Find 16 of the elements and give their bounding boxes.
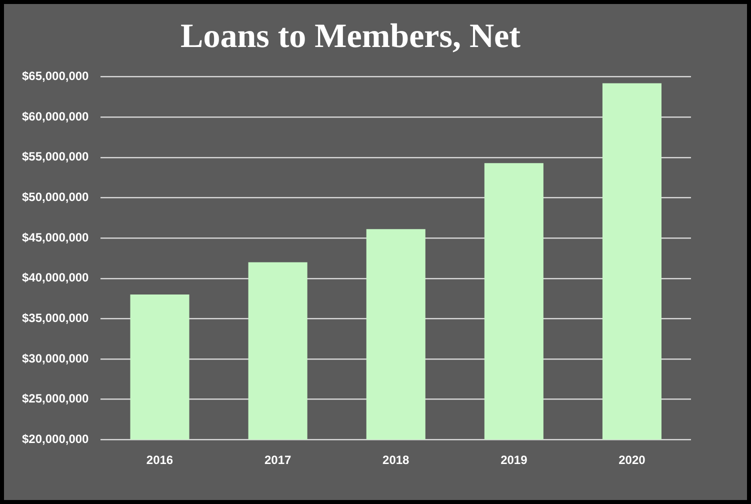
x-tick-label: 2020 — [618, 453, 646, 468]
y-tick-label: $40,000,000 — [22, 270, 90, 285]
y-tick-label: $55,000,000 — [22, 150, 90, 164]
y-tick-label: $50,000,000 — [22, 190, 90, 204]
x-tick-label: 2019 — [500, 453, 528, 468]
y-tick-label: $45,000,000 — [22, 230, 90, 244]
y-tick-label: $30,000,000 — [22, 351, 90, 366]
chart-title: Loans to Members, Net — [180, 18, 522, 56]
y-tick-label: $35,000,000 — [22, 310, 90, 325]
x-tick-label: 2017 — [264, 453, 292, 468]
y-tick-label: $25,000,000 — [22, 392, 90, 406]
y-tick-label: $65,000,000 — [22, 69, 90, 84]
x-tick-label: 2018 — [382, 453, 410, 468]
x-tick-label: 2016 — [146, 453, 174, 468]
y-tick-label: $20,000,000 — [22, 432, 90, 446]
y-tick-label: $60,000,000 — [22, 109, 90, 124]
